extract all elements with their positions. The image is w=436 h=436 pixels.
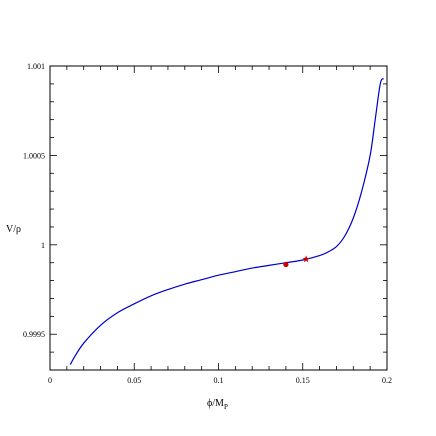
data-markers — [283, 255, 310, 268]
x-axis-label-main: ϕ/M — [207, 398, 224, 409]
circle-marker — [283, 261, 289, 268]
x-tick-label: 0.15 — [296, 376, 310, 385]
x-tick-label: 0 — [48, 376, 52, 385]
y-tick-label: 1.001 — [27, 62, 45, 71]
x-tick-label: 0.05 — [127, 376, 141, 385]
x-axis-label-subscript: P — [224, 403, 228, 411]
y-axis-label: V/ρ — [6, 224, 21, 235]
x-axis-label: ϕ/MP — [207, 398, 228, 411]
x-tick-label: 0.2 — [382, 376, 392, 385]
star-marker — [302, 255, 310, 263]
axis-tick-labels: 0 0.05 0.1 0.15 0.2 0.9995 1 1.0005 1.001 — [23, 62, 392, 385]
x-tick-label: 0.1 — [214, 376, 224, 385]
y-tick-label: 0.9995 — [23, 330, 45, 339]
y-tick-label: 1.0005 — [23, 151, 45, 160]
axis-ticks — [49, 65, 388, 371]
plot-frame — [49, 65, 388, 371]
series-line — [69, 78, 385, 365]
y-tick-label: 1 — [41, 241, 45, 250]
